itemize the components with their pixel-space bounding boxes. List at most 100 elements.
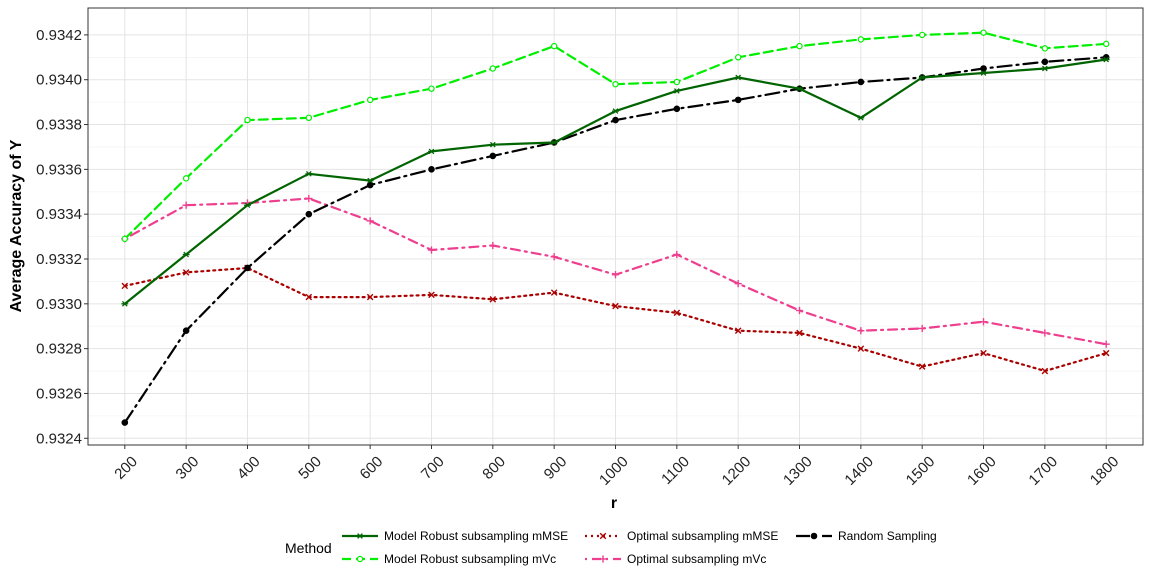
data-point-model-robust-mvc	[980, 29, 987, 36]
y-tick-label: 0.9324	[36, 430, 82, 447]
x-axis-title: r	[611, 495, 617, 512]
data-point-model-robust-mmse-c	[367, 177, 373, 184]
data-point-model-robust-mvc	[489, 65, 497, 72]
y-tick-label: 0.9332	[36, 251, 82, 268]
data-point-model-robust-mvc	[182, 175, 190, 182]
legend-items: Model Robust subsampling mMSE Model Robus…	[342, 529, 937, 566]
data-point-random-sampling	[366, 181, 374, 189]
legend-item-optimal-mvc: Optimal subsampling mVc	[585, 552, 766, 566]
data-point-model-robust-mvc	[734, 54, 742, 61]
grid	[88, 8, 1143, 445]
data-point-model-robust-mmse-c	[796, 85, 803, 92]
data-point-model-robust-mmse-c	[121, 300, 128, 307]
legend-label: Optimal subsampling mVc	[627, 552, 766, 566]
y-tick-label: 0.9338	[36, 117, 82, 134]
data-point-model-robust-mvc	[612, 80, 619, 88]
data-point-random-sampling	[673, 105, 681, 113]
series-optimal-mmse	[121, 264, 1110, 375]
legend-label: Random Sampling	[838, 529, 937, 543]
data-point-model-robust-mmse-c	[183, 251, 189, 258]
y-tick-label: 0.9342	[36, 27, 82, 44]
data-point-optimal-mmse-b	[182, 269, 190, 276]
legend: Method Model Robust subsampling mMSEMode…	[285, 529, 937, 566]
data-point-model-robust-mvc	[796, 42, 803, 50]
data-point-optimal-mmse-b	[1102, 349, 1110, 357]
data-point-model-robust-mmse-c	[735, 74, 742, 81]
data-point-optimal-mmse-b	[366, 293, 374, 301]
data-point-model-robust-mmse-c	[305, 170, 312, 177]
legend-label: Model Robust subsampling mMSE	[384, 529, 568, 543]
y-axis: 0.9324 0.9326 0.9328 0.9330 0.9332 0.9334 0.93…	[36, 27, 88, 447]
data-point-optimal-mmse-b	[612, 302, 619, 310]
data-point-model-robust-mmse-c	[1042, 65, 1048, 72]
data-point-model-robust-mvc	[121, 235, 129, 243]
legend-item-random-sampling: Random Sampling	[796, 529, 937, 543]
data-point-model-robust-mmse-c	[551, 139, 558, 146]
series-model-robust-mmse	[121, 56, 1110, 307]
data-point-optimal-mmse-b	[1041, 367, 1049, 375]
data-point-optimal-mmse-b	[918, 363, 926, 370]
legend-item-model-robust-mmse: Model Robust subsampling mMSE	[342, 529, 568, 543]
data-point-model-robust-mmse-c	[919, 74, 926, 81]
data-point-model-robust-mmse-c	[612, 108, 619, 114]
legend-swatch-marker-c	[357, 533, 363, 539]
data-point-model-robust-mmse-c	[673, 88, 680, 94]
data-point-model-robust-mvc	[1102, 40, 1110, 48]
data-point-model-robust-mvc	[1041, 45, 1049, 52]
y-axis-title: Average Accuracy of Y	[8, 139, 25, 312]
data-point-model-robust-mmse-c	[428, 148, 435, 155]
data-point-model-robust-mmse-c	[244, 202, 251, 209]
data-point-model-robust-mvc	[366, 96, 374, 104]
data-point-optimal-mmse-b	[305, 293, 313, 301]
data-point-model-robust-mvc	[673, 78, 681, 86]
data-point-model-robust-mvc	[857, 36, 865, 43]
data-point-random-sampling	[857, 78, 865, 86]
y-tick-label: 0.9330	[36, 296, 82, 313]
data-point-random-sampling	[489, 152, 497, 160]
data-point-model-robust-mvc	[428, 85, 435, 92]
data-point-model-robust-mmse-c	[489, 141, 496, 148]
legend-swatch-marker-b	[599, 532, 607, 540]
legend-label: Optimal subsampling mMSE	[627, 529, 778, 543]
data-point-optimal-mmse-b	[550, 289, 558, 296]
legend-title: Method	[285, 540, 332, 556]
data-point-random-sampling	[734, 96, 742, 104]
data-point-optimal-mmse-b	[428, 291, 435, 299]
data-point-model-robust-mvc	[550, 42, 558, 50]
data-point-random-sampling	[1041, 58, 1049, 66]
data-point-random-sampling	[305, 210, 313, 218]
y-tick-label: 0.9326	[36, 385, 82, 402]
data-point-optimal-mmse-b	[489, 296, 497, 303]
data-point-optimal-mmse-b	[734, 327, 742, 335]
data-point-model-robust-mmse-c	[1103, 56, 1110, 63]
data-point-random-sampling	[428, 166, 435, 173]
legend-swatch-marker	[356, 555, 364, 563]
data-point-model-robust-mmse-c	[980, 70, 987, 76]
y-tick-label: 0.9328	[36, 341, 82, 358]
legend-swatch-marker	[810, 532, 818, 540]
data-point-model-robust-mvc	[244, 116, 251, 124]
data-point-model-robust-mmse-c	[858, 114, 864, 121]
data-point-model-robust-mvc	[918, 31, 926, 39]
data-point-random-sampling	[612, 116, 619, 124]
data-point-random-sampling	[182, 327, 190, 335]
data-point-model-robust-mvc	[305, 114, 313, 122]
y-tick-label: 0.9336	[36, 161, 82, 178]
data-point-optimal-mmse-b	[796, 329, 803, 337]
legend-item-optimal-mmse: Optimal subsampling mMSE	[585, 529, 778, 543]
series-model-robust-mvc	[121, 29, 1110, 243]
data-point-optimal-mmse-b	[121, 282, 129, 290]
data-point-random-sampling	[980, 65, 987, 72]
legend-item-model-robust-mvc: Model Robust subsampling mVc	[342, 552, 556, 566]
data-point-optimal-mmse-b	[673, 309, 681, 317]
legend-label: Model Robust subsampling mVc	[384, 552, 556, 566]
data-point-optimal-mmse-b	[980, 349, 987, 357]
data-point-random-sampling	[244, 264, 251, 272]
series-group	[121, 29, 1110, 426]
y-tick-label: 0.9334	[36, 206, 82, 223]
y-tick-label: 0.9340	[36, 72, 82, 89]
data-point-random-sampling	[121, 419, 129, 426]
data-point-optimal-mmse-b	[857, 345, 865, 352]
